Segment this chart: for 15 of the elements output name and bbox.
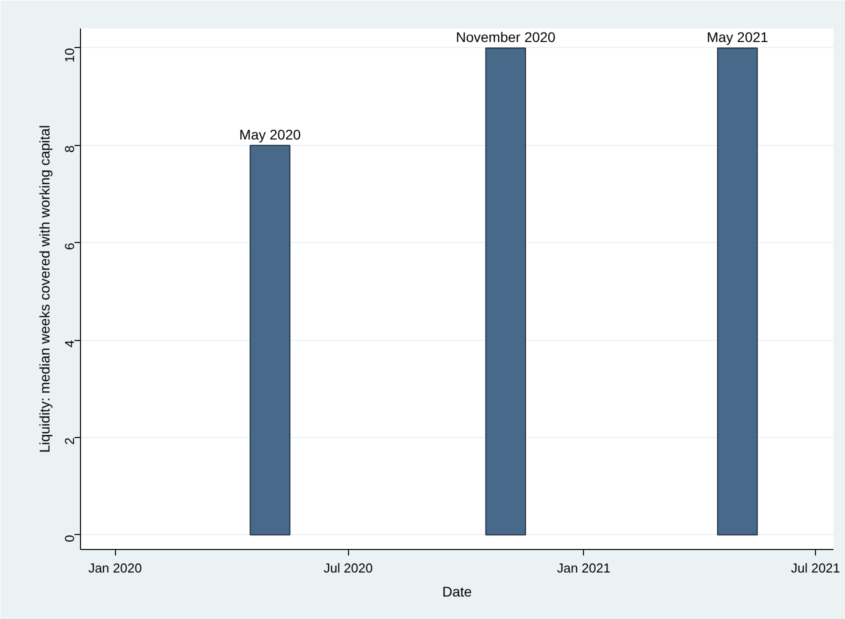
y-tick-label: 0 [62, 534, 77, 542]
x-tick-label: Jan 2021 [557, 560, 611, 576]
y-tick-label: 6 [62, 242, 77, 250]
annotation: May 2020 [239, 126, 301, 142]
annotation: November 2020 [456, 28, 556, 45]
x-axis-title: Date [442, 584, 472, 600]
x-tick-label: Jul 2021 [790, 560, 840, 576]
annotation: May 2021 [706, 28, 768, 45]
y-tick-label: 4 [62, 340, 77, 348]
y-tick-label: 8 [62, 145, 77, 153]
x-tick-label: Jan 2020 [88, 560, 142, 576]
x-tick-label: Jul 2020 [324, 560, 373, 576]
y-tick-label: 2 [62, 438, 77, 445]
y-tick-label: 10 [62, 48, 77, 62]
y-axis-title: Liquidity: median weeks covered with working capital [36, 125, 52, 453]
